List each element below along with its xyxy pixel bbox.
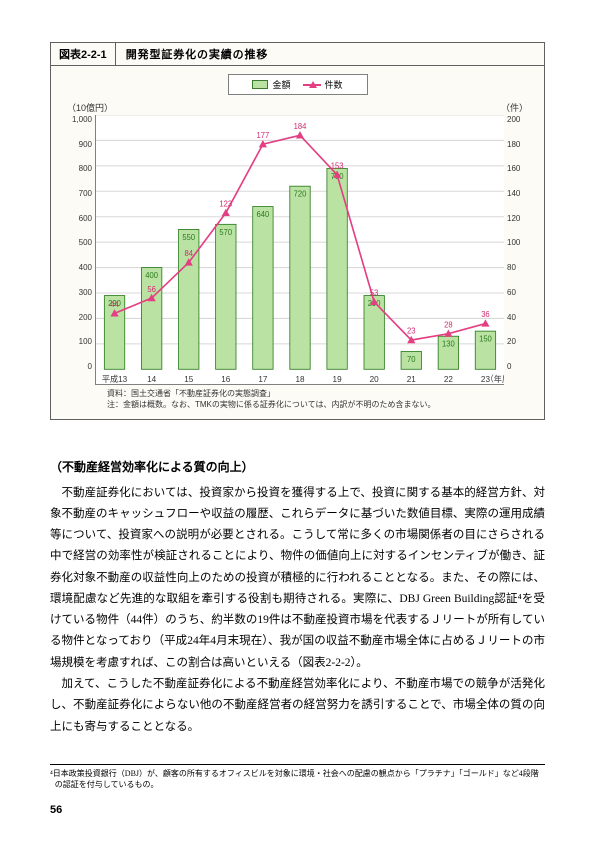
figure-tag: 図表2-2-1 (51, 43, 116, 65)
svg-text:70: 70 (407, 355, 415, 364)
chart-area: 1,0009008007006005004003002001000 290400… (67, 115, 528, 385)
svg-text:400: 400 (145, 271, 158, 280)
legend-line-label: 件数 (325, 78, 343, 91)
figure-title-row: 図表2-2-1 開発型証券化の実績の推移 (51, 43, 544, 66)
svg-text:16: 16 (221, 375, 230, 384)
svg-text:720: 720 (294, 190, 307, 199)
footnote-text: ⁴日本政策投資銀行（DBJ）が、顧客の所有するオフィスビルを対象に環境・社会への… (50, 768, 545, 791)
svg-text:177: 177 (257, 131, 270, 140)
legend-bar: 金額 (252, 78, 290, 91)
chart-svg: 2904005505706407207902907013015044568412… (96, 115, 504, 384)
svg-text:平成13: 平成13 (102, 374, 128, 384)
axis-unit-row: （10億円） （件） (67, 101, 528, 114)
legend-line: 件数 (303, 78, 343, 91)
svg-text:15: 15 (184, 375, 193, 384)
y-ticks-right: 200180160140120100806040200 (504, 115, 528, 385)
line-swatch-icon (303, 84, 321, 86)
chart-source: 資料：国土交通省「不動産証券化の実態調査」 注：金額は概数。なお、TMKの実物に… (107, 389, 532, 411)
svg-text:22: 22 (444, 375, 453, 384)
y-ticks-left: 1,0009008007006005004003002001000 (67, 115, 95, 385)
figure-container: 図表2-2-1 開発型証券化の実績の推移 金額 件数 （10億円） （件） 1,… (50, 42, 545, 420)
chart-legend: 金額 件数 (228, 74, 368, 95)
source-line-1: 資料：国土交通省「不動産証券化の実態調査」 (107, 389, 532, 400)
svg-text:20: 20 (370, 375, 379, 384)
svg-text:53: 53 (370, 288, 378, 297)
y-left-unit: （10億円） (67, 101, 113, 114)
svg-text:36: 36 (481, 310, 489, 319)
svg-text:17: 17 (258, 375, 267, 384)
svg-text:56: 56 (147, 285, 155, 294)
svg-text:640: 640 (257, 210, 270, 219)
plot-area: 2904005505706407207902907013015044568412… (95, 115, 504, 385)
svg-text:14: 14 (147, 375, 156, 384)
svg-text:84: 84 (184, 249, 193, 258)
svg-text:550: 550 (182, 233, 195, 242)
footnote-rule (50, 764, 545, 765)
source-line-2: 注：金額は概数。なお、TMKの実物に係る証券化については、内訳が不明のため含まな… (107, 400, 532, 411)
svg-text:123: 123 (219, 199, 232, 208)
svg-text:23: 23 (407, 327, 415, 336)
paragraph-2: 加えて、こうした不動産証券化による不動産経営効率化により、不動産市場での競争が活… (50, 674, 545, 738)
bar-swatch-icon (252, 80, 268, 89)
svg-text:184: 184 (294, 122, 307, 131)
svg-text:130: 130 (442, 340, 455, 349)
section-heading: （不動産経営効率化による質の向上） (50, 458, 545, 475)
svg-text:153: 153 (331, 161, 344, 170)
svg-text:570: 570 (219, 228, 232, 237)
paragraph-1: 不動産証券化においては、投資家から投資を獲得する上で、投資に関する基本的経営方針… (50, 483, 545, 674)
figure-title: 開発型証券化の実績の推移 (116, 43, 279, 65)
svg-text:28: 28 (444, 320, 452, 329)
y-right-unit: （件） (501, 101, 528, 114)
svg-text:150: 150 (479, 335, 492, 344)
legend-bar-label: 金額 (272, 78, 290, 91)
page-number: 56 (50, 804, 62, 816)
svg-text:44: 44 (110, 300, 119, 309)
svg-text:（年度）: （年度） (486, 374, 504, 384)
svg-text:21: 21 (407, 375, 416, 384)
svg-text:19: 19 (333, 375, 342, 384)
svg-text:18: 18 (295, 375, 304, 384)
